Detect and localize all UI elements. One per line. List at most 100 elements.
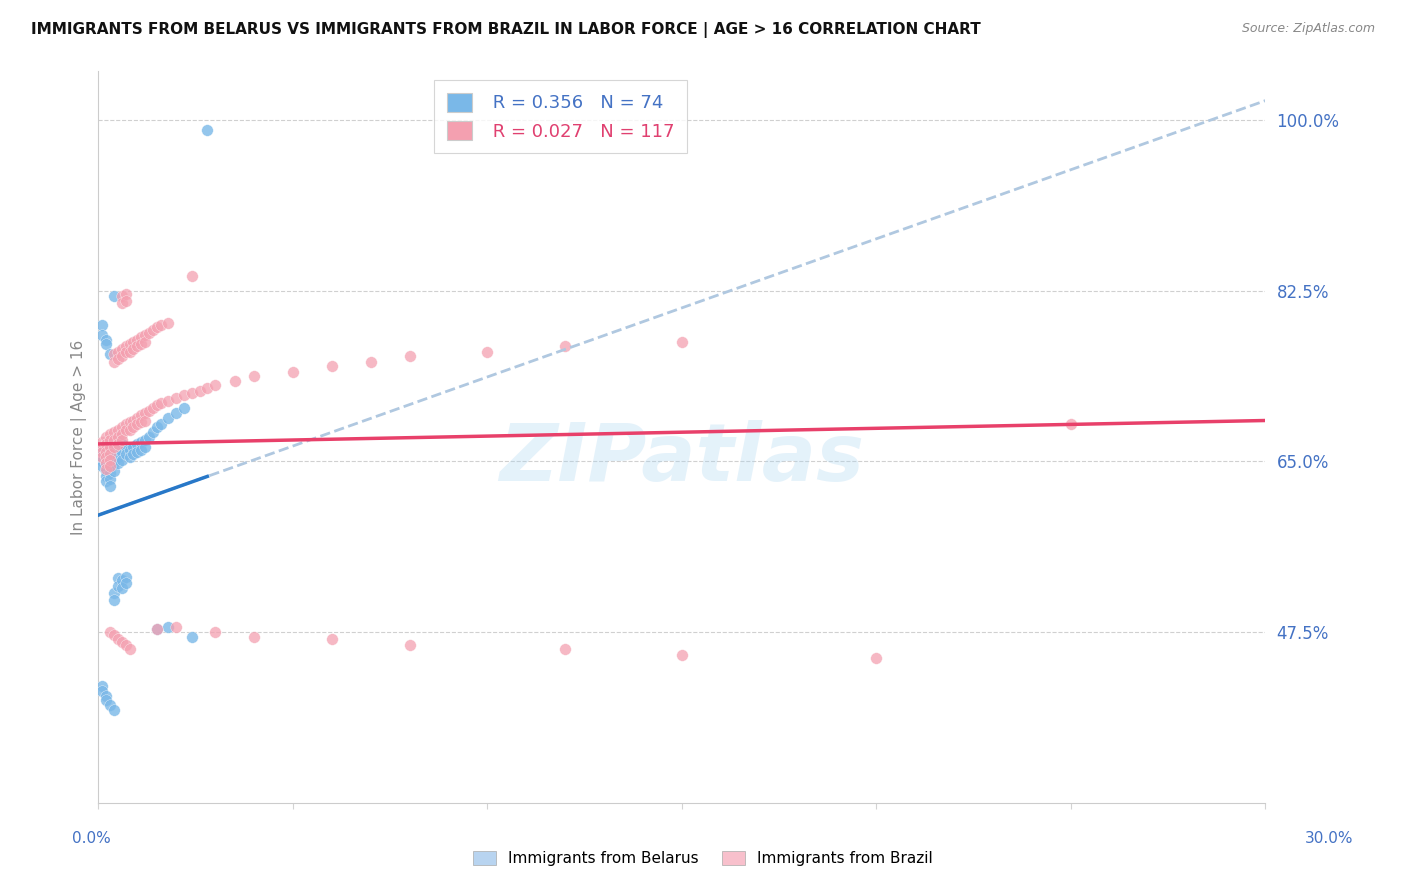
Point xyxy=(107,434,129,449)
Point xyxy=(129,416,152,430)
Point xyxy=(91,327,114,342)
Point xyxy=(173,388,195,402)
Point xyxy=(98,472,121,486)
Point xyxy=(111,437,134,451)
Point xyxy=(96,333,118,347)
Point xyxy=(134,335,156,350)
Point xyxy=(96,457,118,471)
Point xyxy=(107,352,129,367)
Point xyxy=(398,638,420,652)
Point xyxy=(149,318,172,332)
Point xyxy=(157,394,180,409)
Point xyxy=(114,447,136,461)
Point xyxy=(98,459,121,474)
Point xyxy=(129,408,152,422)
Point xyxy=(180,630,202,644)
Point xyxy=(111,452,134,467)
Point xyxy=(103,444,125,458)
Point xyxy=(103,440,125,454)
Point xyxy=(91,454,114,468)
Point xyxy=(129,434,152,449)
Point xyxy=(103,464,125,478)
Point xyxy=(107,579,129,593)
Point xyxy=(111,288,134,302)
Point xyxy=(98,466,121,480)
Point xyxy=(243,630,266,644)
Point xyxy=(173,401,195,415)
Point xyxy=(96,337,118,351)
Point xyxy=(91,450,114,464)
Point xyxy=(321,359,343,373)
Point xyxy=(111,444,134,458)
Point xyxy=(165,406,187,420)
Point xyxy=(127,339,149,353)
Point xyxy=(114,286,136,301)
Point xyxy=(243,368,266,383)
Point xyxy=(671,335,693,350)
Point xyxy=(195,123,218,137)
Point xyxy=(96,474,118,488)
Text: 30.0%: 30.0% xyxy=(1305,831,1353,846)
Point xyxy=(122,420,145,434)
Point xyxy=(103,452,125,467)
Point xyxy=(134,327,156,342)
Point xyxy=(134,413,156,427)
Point xyxy=(118,345,141,359)
Point xyxy=(204,625,226,640)
Point xyxy=(91,450,114,464)
Point xyxy=(146,319,169,334)
Point xyxy=(134,433,156,447)
Point xyxy=(103,586,125,600)
Point xyxy=(129,442,152,457)
Point xyxy=(129,329,152,343)
Point xyxy=(129,337,152,351)
Point xyxy=(114,293,136,308)
Point xyxy=(554,641,576,656)
Point xyxy=(98,447,121,461)
Point xyxy=(114,339,136,353)
Point xyxy=(111,635,134,649)
Point xyxy=(122,440,145,454)
Point xyxy=(98,347,121,361)
Point xyxy=(114,417,136,432)
Point xyxy=(180,386,202,401)
Point xyxy=(398,349,420,363)
Point xyxy=(96,430,118,444)
Point xyxy=(96,469,118,483)
Point xyxy=(118,416,141,430)
Point xyxy=(98,440,121,454)
Point xyxy=(204,378,226,392)
Point xyxy=(477,345,499,359)
Point xyxy=(111,574,134,588)
Point xyxy=(165,391,187,405)
Point xyxy=(122,335,145,350)
Point xyxy=(98,427,121,442)
Point xyxy=(142,425,165,440)
Point xyxy=(149,417,172,432)
Point xyxy=(98,625,121,640)
Legend: Immigrants from Belarus, Immigrants from Brazil: Immigrants from Belarus, Immigrants from… xyxy=(465,843,941,873)
Point xyxy=(149,396,172,410)
Point xyxy=(127,444,149,458)
Point xyxy=(96,454,118,468)
Y-axis label: In Labor Force | Age > 16: In Labor Force | Age > 16 xyxy=(72,340,87,534)
Point xyxy=(96,693,118,707)
Point xyxy=(98,452,121,467)
Point xyxy=(103,593,125,607)
Point xyxy=(188,384,211,399)
Point xyxy=(127,437,149,451)
Point xyxy=(146,398,169,412)
Point xyxy=(111,420,134,434)
Point xyxy=(111,343,134,357)
Point xyxy=(107,572,129,586)
Point xyxy=(224,375,246,389)
Point xyxy=(107,430,129,444)
Point xyxy=(107,457,129,471)
Point xyxy=(103,457,125,471)
Point xyxy=(146,622,169,636)
Point xyxy=(111,427,134,442)
Point xyxy=(98,447,121,461)
Point xyxy=(98,433,121,447)
Point xyxy=(96,444,118,458)
Point xyxy=(1060,417,1083,432)
